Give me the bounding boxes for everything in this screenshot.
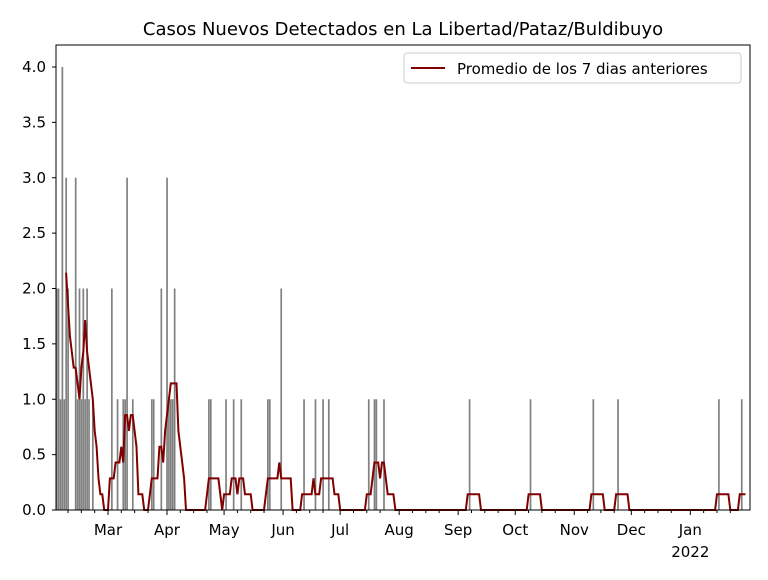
bar bbox=[82, 288, 85, 510]
bar bbox=[111, 288, 113, 510]
y-tick-label: 3.5 bbox=[22, 113, 46, 131]
plot-frame bbox=[55, 44, 751, 511]
bar bbox=[168, 399, 170, 510]
bar bbox=[367, 399, 370, 510]
bar bbox=[152, 399, 155, 510]
bar bbox=[740, 399, 743, 510]
bar bbox=[76, 399, 79, 510]
bar bbox=[59, 399, 62, 510]
bar bbox=[160, 288, 163, 510]
bar bbox=[468, 399, 471, 510]
bar bbox=[126, 177, 128, 510]
x-tick-label: Oct bbox=[502, 521, 528, 539]
bars-group bbox=[55, 67, 743, 510]
x-axis: Mar Apr May Jun Jul Aug Sep Oct Nov Dec Jan 2022 bbox=[67, 510, 731, 561]
y-tick-label: 1.5 bbox=[22, 335, 46, 353]
y-tick-label: 1.0 bbox=[22, 390, 46, 408]
bar bbox=[124, 399, 127, 510]
x-tick-label: Jul bbox=[330, 521, 349, 539]
y-tick-label: 4.0 bbox=[22, 58, 46, 76]
y-tick-label: 2.0 bbox=[22, 280, 46, 298]
bar bbox=[67, 288, 69, 510]
legend-label: Promedio de los 7 dias anteriores bbox=[457, 60, 708, 78]
bar bbox=[169, 399, 172, 510]
bar bbox=[131, 399, 134, 510]
x-tick-label: Jan bbox=[678, 521, 702, 539]
y-tick-label: 0.0 bbox=[22, 501, 46, 519]
bar bbox=[529, 399, 532, 510]
x-tick-label: Nov bbox=[560, 521, 589, 539]
bar bbox=[373, 399, 376, 510]
legend: Promedio de los 7 dias anteriores bbox=[403, 52, 742, 84]
chart-title: Casos Nuevos Detectados en La Libertad/P… bbox=[143, 19, 663, 40]
bar bbox=[267, 399, 269, 510]
x-tick-label: May bbox=[209, 521, 240, 539]
bar bbox=[208, 399, 210, 510]
bar bbox=[718, 399, 720, 510]
x-tick-year-label: 2022 bbox=[671, 543, 709, 561]
y-tick-label: 3.0 bbox=[22, 169, 46, 187]
bar bbox=[280, 288, 283, 510]
bar bbox=[209, 399, 212, 510]
bar bbox=[268, 399, 271, 510]
series-line-7day-average bbox=[65, 272, 746, 511]
bar bbox=[80, 399, 83, 510]
legend-box bbox=[403, 52, 742, 84]
bar bbox=[57, 288, 60, 510]
bar bbox=[65, 177, 68, 510]
bar bbox=[327, 399, 330, 510]
y-axis: 0.0 0.5 1.0 1.5 2.0 2.5 3.0 3.5 4.0 bbox=[22, 58, 56, 519]
x-tick-label: Apr bbox=[154, 521, 181, 539]
x-tick-label: Jun bbox=[270, 521, 294, 539]
bar bbox=[383, 399, 385, 510]
bar bbox=[116, 399, 119, 510]
x-tick-label: Mar bbox=[94, 521, 123, 539]
bar bbox=[617, 399, 619, 510]
x-tick-label: Aug bbox=[385, 521, 414, 539]
bar bbox=[166, 177, 168, 510]
bar bbox=[592, 399, 595, 510]
bar bbox=[314, 399, 317, 510]
y-tick-label: 0.5 bbox=[22, 446, 46, 464]
bar bbox=[171, 399, 174, 510]
bar bbox=[84, 399, 87, 510]
bar bbox=[150, 399, 153, 510]
bar bbox=[303, 399, 305, 510]
bar bbox=[91, 399, 94, 510]
x-tick-label: Dec bbox=[617, 521, 646, 539]
bar bbox=[63, 399, 66, 510]
bar bbox=[86, 288, 88, 510]
bar bbox=[240, 399, 243, 510]
bar bbox=[55, 288, 58, 510]
x-tick-label: Sep bbox=[444, 521, 472, 539]
bar bbox=[232, 399, 235, 510]
bar bbox=[88, 399, 90, 510]
bar bbox=[225, 399, 227, 510]
bar bbox=[61, 67, 64, 510]
bar bbox=[375, 399, 378, 510]
y-tick-label: 2.5 bbox=[22, 224, 46, 242]
bar bbox=[74, 177, 77, 510]
bar bbox=[173, 288, 176, 510]
bar bbox=[322, 399, 324, 510]
